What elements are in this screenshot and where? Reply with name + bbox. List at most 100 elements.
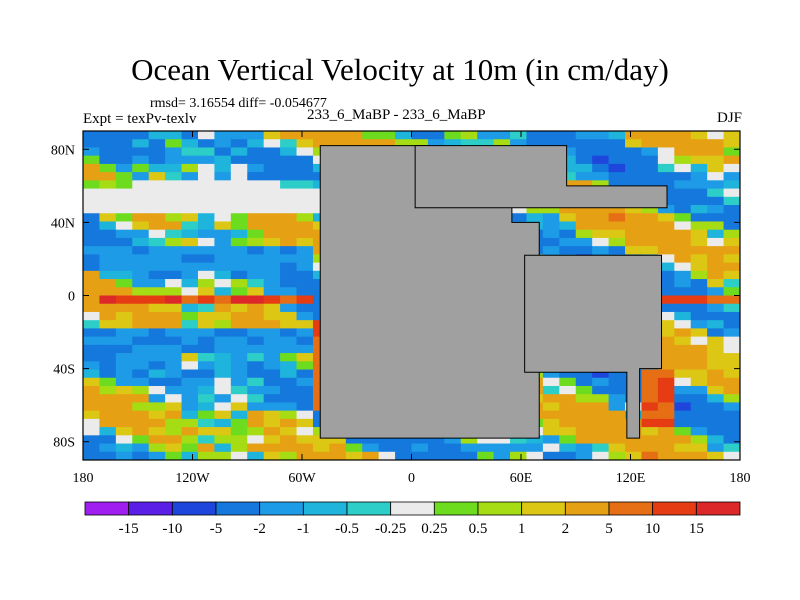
- field-cell: [723, 262, 740, 272]
- field-cell: [132, 385, 150, 395]
- field-cell: [641, 147, 659, 157]
- field-cell: [707, 163, 725, 173]
- field-cell: [181, 311, 199, 321]
- field-cell: [542, 410, 560, 420]
- field-cell: [132, 147, 150, 157]
- field-cell: [181, 451, 199, 460]
- colorbar-label: -0.25: [375, 521, 406, 537]
- field-cell: [296, 303, 314, 313]
- field-cell: [247, 221, 265, 231]
- field-cell: [608, 221, 626, 231]
- field-cell: [280, 410, 298, 420]
- field-cell: [115, 139, 133, 149]
- field-cell: [132, 394, 150, 404]
- field-cell: [559, 147, 577, 157]
- field-cell: [608, 139, 626, 149]
- field-cell: [99, 205, 117, 214]
- field-cell: [230, 139, 248, 149]
- field-cell: [165, 262, 183, 272]
- field-cell: [148, 155, 166, 165]
- field-cell: [165, 344, 183, 354]
- field-cell: [132, 131, 150, 140]
- field-cell: [115, 155, 133, 165]
- field-cell: [132, 180, 150, 190]
- case-label: 233_6_MaBP - 233_6_MaBP: [307, 107, 486, 123]
- field-cell: [181, 385, 199, 395]
- field-cell: [197, 402, 215, 412]
- field-cell: [723, 320, 740, 329]
- field-cell: [690, 180, 708, 190]
- field-cell: [674, 246, 692, 255]
- field-cell: [214, 369, 232, 379]
- field-cell: [214, 410, 232, 420]
- field-cell: [674, 139, 692, 149]
- field-cell: [165, 361, 183, 371]
- field-cell: [674, 377, 692, 387]
- field-cell: [657, 131, 675, 140]
- field-cell: [230, 353, 248, 362]
- field-cell: [723, 394, 740, 404]
- field-cell: [641, 402, 659, 412]
- field-cell: [165, 237, 183, 247]
- field-cell: [197, 180, 215, 190]
- field-cell: [707, 147, 725, 157]
- field-cell: [707, 213, 725, 223]
- field-cell: [99, 229, 117, 239]
- field-cell: [674, 287, 692, 297]
- field-cell: [690, 344, 708, 354]
- x-tick-label: 120E: [616, 471, 646, 486]
- field-cell: [83, 344, 101, 354]
- field-cell: [427, 451, 445, 460]
- field-cell: [674, 402, 692, 412]
- field-cell: [378, 131, 396, 140]
- field-cell: [329, 131, 347, 140]
- field-cell: [263, 377, 281, 387]
- field-cell: [247, 385, 265, 395]
- field-cell: [723, 237, 740, 247]
- field-cell: [690, 188, 708, 198]
- field-cell: [214, 270, 232, 280]
- field-cell: [657, 254, 675, 264]
- field-cell: [296, 131, 314, 140]
- field-cell: [280, 361, 298, 371]
- field-cell: [526, 435, 544, 445]
- field-cell: [707, 394, 725, 404]
- field-cell: [247, 377, 265, 387]
- field-cell: [280, 353, 298, 362]
- field-cell: [280, 155, 298, 165]
- field-cell: [165, 385, 183, 395]
- field-cell: [280, 163, 298, 173]
- field-cell: [214, 163, 232, 173]
- field-cell: [263, 353, 281, 362]
- field-cell: [542, 427, 560, 436]
- field-cell: [542, 369, 560, 379]
- field-cell: [707, 229, 725, 239]
- field-cell: [214, 435, 232, 445]
- field-cell: [230, 377, 248, 387]
- field-cell: [296, 377, 314, 387]
- field-cell: [148, 451, 166, 460]
- field-cell: [263, 229, 281, 239]
- field-cell: [625, 221, 643, 231]
- field-cell: [263, 451, 281, 460]
- field-cell: [99, 385, 117, 395]
- field-cell: [608, 172, 626, 181]
- field-cell: [723, 139, 740, 149]
- field-cell: [608, 213, 626, 223]
- field-cell: [444, 139, 462, 149]
- field-cell: [690, 287, 708, 297]
- field-cell: [575, 377, 593, 387]
- field-cell: [460, 451, 478, 460]
- field-cell: [83, 163, 101, 173]
- field-cell: [296, 402, 314, 412]
- field-cell: [148, 213, 166, 223]
- field-cell: [83, 311, 101, 321]
- field-cell: [657, 311, 675, 321]
- field-cell: [214, 402, 232, 412]
- field-cell: [247, 295, 265, 305]
- field-cell: [230, 451, 248, 460]
- field-cell: [608, 147, 626, 157]
- field-cell: [165, 328, 183, 338]
- field-cell: [674, 131, 692, 140]
- field-cell: [280, 246, 298, 255]
